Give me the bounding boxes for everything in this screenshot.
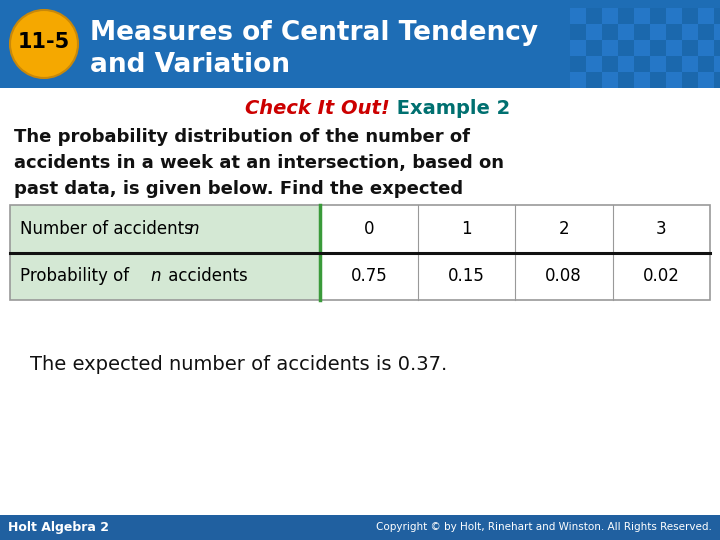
Text: 0.08: 0.08 (545, 267, 582, 285)
Bar (602, 56, 618, 72)
Bar (586, 8, 602, 24)
Bar (0, 515, 720, 540)
Bar (586, 40, 602, 56)
Bar (618, 40, 634, 56)
Text: n: n (150, 267, 161, 285)
Text: Probability of: Probability of (20, 267, 135, 285)
Text: accidents: accidents (163, 267, 248, 285)
Bar (570, 72, 586, 88)
Bar (698, 72, 714, 88)
Bar (586, 24, 602, 40)
Bar (650, 56, 666, 72)
Bar (0, 0, 720, 88)
Bar (10, 205, 710, 300)
Bar (714, 40, 720, 56)
Bar (682, 40, 698, 56)
Text: Example 2: Example 2 (390, 98, 510, 118)
Bar (570, 24, 586, 40)
Bar (714, 56, 720, 72)
Bar (714, 24, 720, 40)
Text: 1: 1 (461, 220, 472, 238)
Bar (602, 24, 618, 40)
Bar (714, 72, 720, 88)
Bar (698, 56, 714, 72)
Bar (650, 8, 666, 24)
Text: and Variation: and Variation (90, 52, 290, 78)
Bar (682, 24, 698, 40)
Bar (634, 40, 650, 56)
Text: Measures of Central Tendency: Measures of Central Tendency (90, 20, 538, 46)
Text: The probability distribution of the number of: The probability distribution of the numb… (14, 128, 470, 146)
Bar (634, 72, 650, 88)
Bar (666, 72, 682, 88)
Text: The expected number of accidents is 0.37.: The expected number of accidents is 0.37… (30, 355, 447, 375)
Bar (714, 8, 720, 24)
Text: 0.75: 0.75 (351, 267, 387, 285)
Bar (10, 205, 320, 253)
Bar (650, 72, 666, 88)
Text: past data, is given below. Find the expected: past data, is given below. Find the expe… (14, 180, 463, 198)
Bar (634, 56, 650, 72)
Bar (602, 72, 618, 88)
Text: 11-5: 11-5 (18, 32, 70, 52)
Bar (570, 8, 586, 24)
Bar (666, 24, 682, 40)
Circle shape (10, 10, 78, 78)
Text: number of accidents for one week.: number of accidents for one week. (14, 206, 366, 224)
Bar (682, 56, 698, 72)
Text: 0.15: 0.15 (448, 267, 485, 285)
Bar (618, 72, 634, 88)
Bar (618, 24, 634, 40)
Bar (586, 72, 602, 88)
Bar (618, 56, 634, 72)
Bar (618, 8, 634, 24)
Bar (698, 40, 714, 56)
Bar (666, 56, 682, 72)
Text: 2: 2 (559, 220, 569, 238)
Bar (10, 205, 710, 300)
Bar (666, 8, 682, 24)
Bar (682, 8, 698, 24)
Text: Number of accidents: Number of accidents (20, 220, 198, 238)
Bar (586, 56, 602, 72)
Bar (682, 72, 698, 88)
Text: 0: 0 (364, 220, 374, 238)
Bar (602, 40, 618, 56)
Text: Copyright © by Holt, Rinehart and Winston. All Rights Reserved.: Copyright © by Holt, Rinehart and Winsto… (376, 523, 712, 532)
Bar (698, 24, 714, 40)
Bar (698, 8, 714, 24)
Bar (666, 40, 682, 56)
Bar (634, 24, 650, 40)
Text: 0.02: 0.02 (643, 267, 680, 285)
Bar (570, 40, 586, 56)
Bar (10, 253, 320, 300)
Text: Holt Algebra 2: Holt Algebra 2 (8, 521, 109, 534)
Bar (634, 8, 650, 24)
Bar (650, 40, 666, 56)
Text: Check It Out!: Check It Out! (245, 98, 390, 118)
Text: accidents in a week at an intersection, based on: accidents in a week at an intersection, … (14, 154, 504, 172)
Bar (650, 24, 666, 40)
Bar (602, 8, 618, 24)
Text: n: n (188, 220, 199, 238)
Text: 3: 3 (656, 220, 667, 238)
Bar (570, 56, 586, 72)
